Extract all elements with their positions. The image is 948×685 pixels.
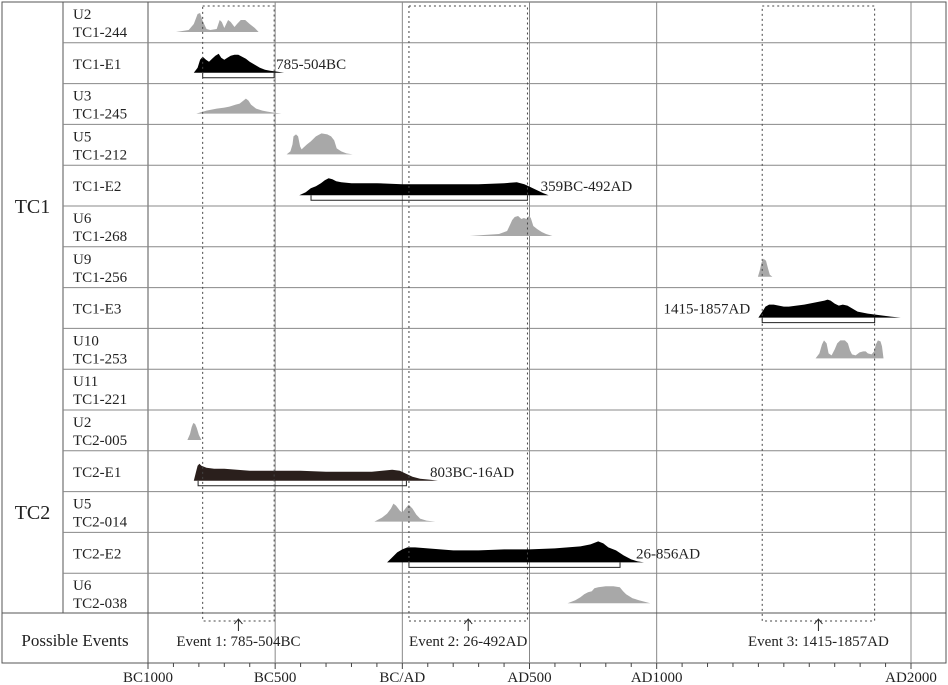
range-bracket <box>197 480 407 487</box>
x-tick-label: BC1000 <box>123 670 173 685</box>
row-label-event: TC1-E2 <box>73 179 121 195</box>
event-arrow <box>463 618 473 631</box>
range-label: 1415-1857AD <box>664 302 751 318</box>
x-tick-label: AD500 <box>507 670 551 685</box>
event-arrow <box>814 618 823 631</box>
row-label-sample: TC2-014 <box>73 515 128 531</box>
row-label-sample: TC1-244 <box>73 25 128 41</box>
range-bracket <box>310 195 528 201</box>
sample-probability-curve <box>176 13 259 32</box>
sample-probability-curve <box>567 586 651 604</box>
sample-probability-curve <box>815 340 884 359</box>
row-label-event: TC1-E3 <box>73 302 121 318</box>
group-label: TC1 <box>15 196 51 218</box>
range-bracket <box>202 72 275 79</box>
row-label-sample: TC2-005 <box>73 433 127 449</box>
sample-probability-curve <box>196 98 282 114</box>
row-label-sample: TC1-245 <box>73 107 127 123</box>
row-label-event: TC1-E1 <box>73 57 121 73</box>
row-label-unit: U2 <box>73 415 91 431</box>
row-label-unit: U6 <box>73 578 92 594</box>
range-label: 785-504BC <box>276 57 346 73</box>
range-label: 803BC-16AD <box>430 465 514 481</box>
sample-probability-curve <box>286 133 353 155</box>
event-probability-curve <box>193 53 285 73</box>
range-bracket <box>761 317 876 324</box>
event-label: Event 2: 26-492AD <box>409 634 527 650</box>
x-tick-label: AD1000 <box>631 670 683 685</box>
row-label-event: TC2-E2 <box>73 546 121 562</box>
row-label-unit: U3 <box>73 89 91 105</box>
sample-probability-curve <box>757 258 773 277</box>
range-label: 359BC-492AD <box>541 179 633 195</box>
row-label-unit: U11 <box>73 374 98 390</box>
event-arrow <box>234 618 243 631</box>
row-label-sample: TC1-221 <box>73 392 127 408</box>
event-label: Event 1: 785-504BC <box>176 634 300 650</box>
row-label-sample: TC1-212 <box>73 147 127 163</box>
range-label: 26-856AD <box>636 546 700 562</box>
range-bracket <box>408 562 621 568</box>
events-row-label: Possible Events <box>21 631 128 650</box>
event-window <box>202 5 275 622</box>
row-label-unit: U2 <box>73 7 91 23</box>
sample-probability-curve <box>187 423 202 440</box>
event-probability-curve <box>193 463 438 481</box>
x-tick-label: BC/AD <box>379 670 425 685</box>
row-label-unit: U5 <box>73 129 91 145</box>
row-label-sample: TC1-256 <box>73 270 128 286</box>
event-label: Event 3: 1415-1857AD <box>748 634 889 650</box>
row-label-sample: TC1-268 <box>73 229 127 245</box>
event-window <box>408 5 528 622</box>
chart-frame <box>1 1 947 664</box>
sample-probability-curve <box>469 216 553 236</box>
row-label-unit: U6 <box>73 211 92 227</box>
row-label-unit: U9 <box>73 252 91 268</box>
x-tick-label: BC500 <box>254 670 297 685</box>
event-probability-curve <box>299 178 549 196</box>
x-tick-label: AD2000 <box>885 670 937 685</box>
row-label-unit: U10 <box>73 333 99 349</box>
event-probability-curve <box>758 299 901 318</box>
group-label: TC2 <box>15 502 51 524</box>
row-label-unit: U5 <box>73 497 91 513</box>
row-label-sample: TC1-253 <box>73 351 127 367</box>
event-window <box>761 5 876 622</box>
event-probability-curve <box>387 541 644 563</box>
sample-probability-curve <box>374 503 436 522</box>
row-label-sample: TC2-038 <box>73 596 127 612</box>
row-label-event: TC2-E1 <box>73 465 121 481</box>
